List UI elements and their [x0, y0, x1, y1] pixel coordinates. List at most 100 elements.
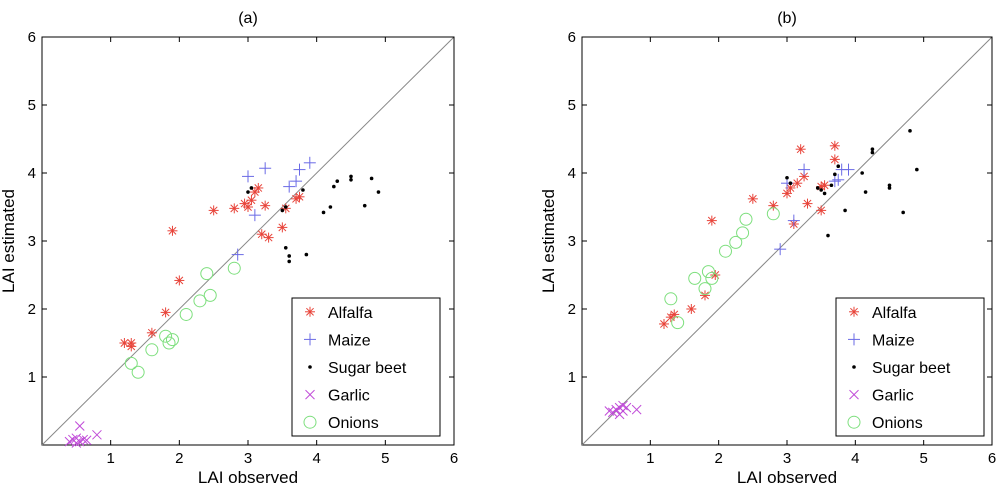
- legend-marker: [305, 389, 315, 400]
- data-point: [193, 294, 207, 308]
- data-point: [332, 184, 336, 189]
- one-to-one-line: [581, 36, 993, 446]
- legend-label: Garlic: [328, 388, 370, 405]
- data-point: [146, 327, 157, 338]
- data-point: [833, 172, 837, 177]
- legend-label: Onions: [328, 415, 379, 432]
- data-point: [203, 288, 217, 302]
- data-point: [792, 178, 803, 189]
- legend-marker: [847, 415, 861, 429]
- data-point: [229, 203, 240, 214]
- data-point: [832, 173, 845, 186]
- data-point: [248, 209, 261, 222]
- y-tick-label: 6: [28, 29, 36, 46]
- chart-title: (a): [238, 10, 258, 27]
- data-point: [686, 304, 697, 314]
- legend-label: Alfalfa: [872, 305, 917, 322]
- data-point: [787, 214, 800, 227]
- data-point: [362, 203, 367, 208]
- legend-label: Maize: [328, 332, 371, 349]
- data-point: [815, 186, 820, 190]
- data-point: [376, 190, 381, 194]
- data-point: [659, 318, 669, 329]
- data-point: [277, 222, 288, 233]
- data-point: [167, 225, 178, 236]
- data-point: [719, 244, 732, 258]
- data-point: [621, 402, 632, 413]
- x-tick-label: 2: [714, 450, 722, 467]
- y-tick-label: 3: [568, 233, 576, 250]
- data-point: [335, 179, 340, 183]
- data-point: [631, 404, 642, 415]
- chart-title: (b): [777, 10, 797, 27]
- panel-b: 1 2 3 4 5 6 1 2 3 4 5 6 (b) LAI observed LAI estimated…: [539, 10, 996, 487]
- data-point: [263, 232, 274, 243]
- data-point: [243, 202, 253, 212]
- x-tick-label: 4: [851, 450, 859, 467]
- legend-marker: [852, 365, 856, 369]
- series-onions: [664, 207, 780, 330]
- y-tick-label: 5: [568, 97, 576, 114]
- data-point: [124, 356, 138, 370]
- data-point: [81, 435, 92, 446]
- y-tick-label: 4: [28, 165, 36, 182]
- data-point: [145, 343, 159, 357]
- data-point: [710, 270, 721, 280]
- legend-label: Sugar beet: [872, 360, 951, 377]
- data-point: [200, 267, 214, 281]
- y-tick-label: 6: [568, 29, 576, 46]
- data-point: [828, 175, 841, 188]
- x-tick-label: 2: [175, 450, 183, 467]
- data-point: [71, 438, 82, 448]
- data-point: [788, 181, 793, 185]
- data-point: [870, 147, 875, 151]
- legend-marker: [303, 415, 317, 429]
- data-point: [915, 167, 919, 172]
- data-point: [826, 233, 830, 238]
- data-point: [829, 140, 840, 151]
- data-point: [231, 248, 244, 261]
- legend-marker: [305, 306, 315, 317]
- data-point: [688, 271, 702, 285]
- series-maize: [231, 156, 316, 261]
- legend-label: Garlic: [872, 388, 914, 405]
- data-point: [729, 235, 743, 249]
- data-point: [863, 190, 868, 194]
- data-point: [253, 182, 264, 193]
- data-point: [829, 154, 840, 165]
- data-point: [705, 271, 719, 285]
- y-tick-label: 5: [28, 97, 36, 114]
- data-point: [303, 156, 316, 169]
- data-point: [747, 193, 758, 204]
- data-point: [321, 210, 326, 215]
- y-tick-label: 2: [568, 301, 576, 318]
- data-point: [349, 174, 353, 179]
- legend-label: Sugar beet: [328, 360, 407, 377]
- data-point: [369, 176, 374, 181]
- x-tick-label: 5: [919, 450, 927, 467]
- data-point: [283, 180, 296, 193]
- data-point: [901, 210, 905, 215]
- legend-marker: [849, 389, 859, 400]
- data-point: [259, 162, 272, 175]
- data-point: [843, 208, 847, 213]
- y-tick-label: 1: [568, 369, 576, 386]
- data-point: [774, 243, 787, 256]
- data-point: [294, 191, 305, 202]
- data-point: [283, 246, 288, 250]
- data-point: [819, 180, 830, 191]
- x-tick-label: 6: [450, 450, 458, 467]
- data-point: [782, 188, 792, 199]
- data-point: [249, 186, 254, 190]
- data-point: [819, 188, 823, 192]
- legend-box: [835, 297, 985, 437]
- legend-marker: [308, 365, 312, 369]
- x-tick-label: 1: [646, 450, 654, 467]
- legend-marker: [848, 333, 860, 346]
- legend-label: Maize: [872, 332, 915, 349]
- data-point: [290, 175, 303, 188]
- data-point: [126, 341, 137, 352]
- data-point: [822, 191, 827, 196]
- panel-a: 1 2 3 4 5 6 1 2 3 4 5 6 (a) LAI observed LAI estimated…: [0, 10, 458, 487]
